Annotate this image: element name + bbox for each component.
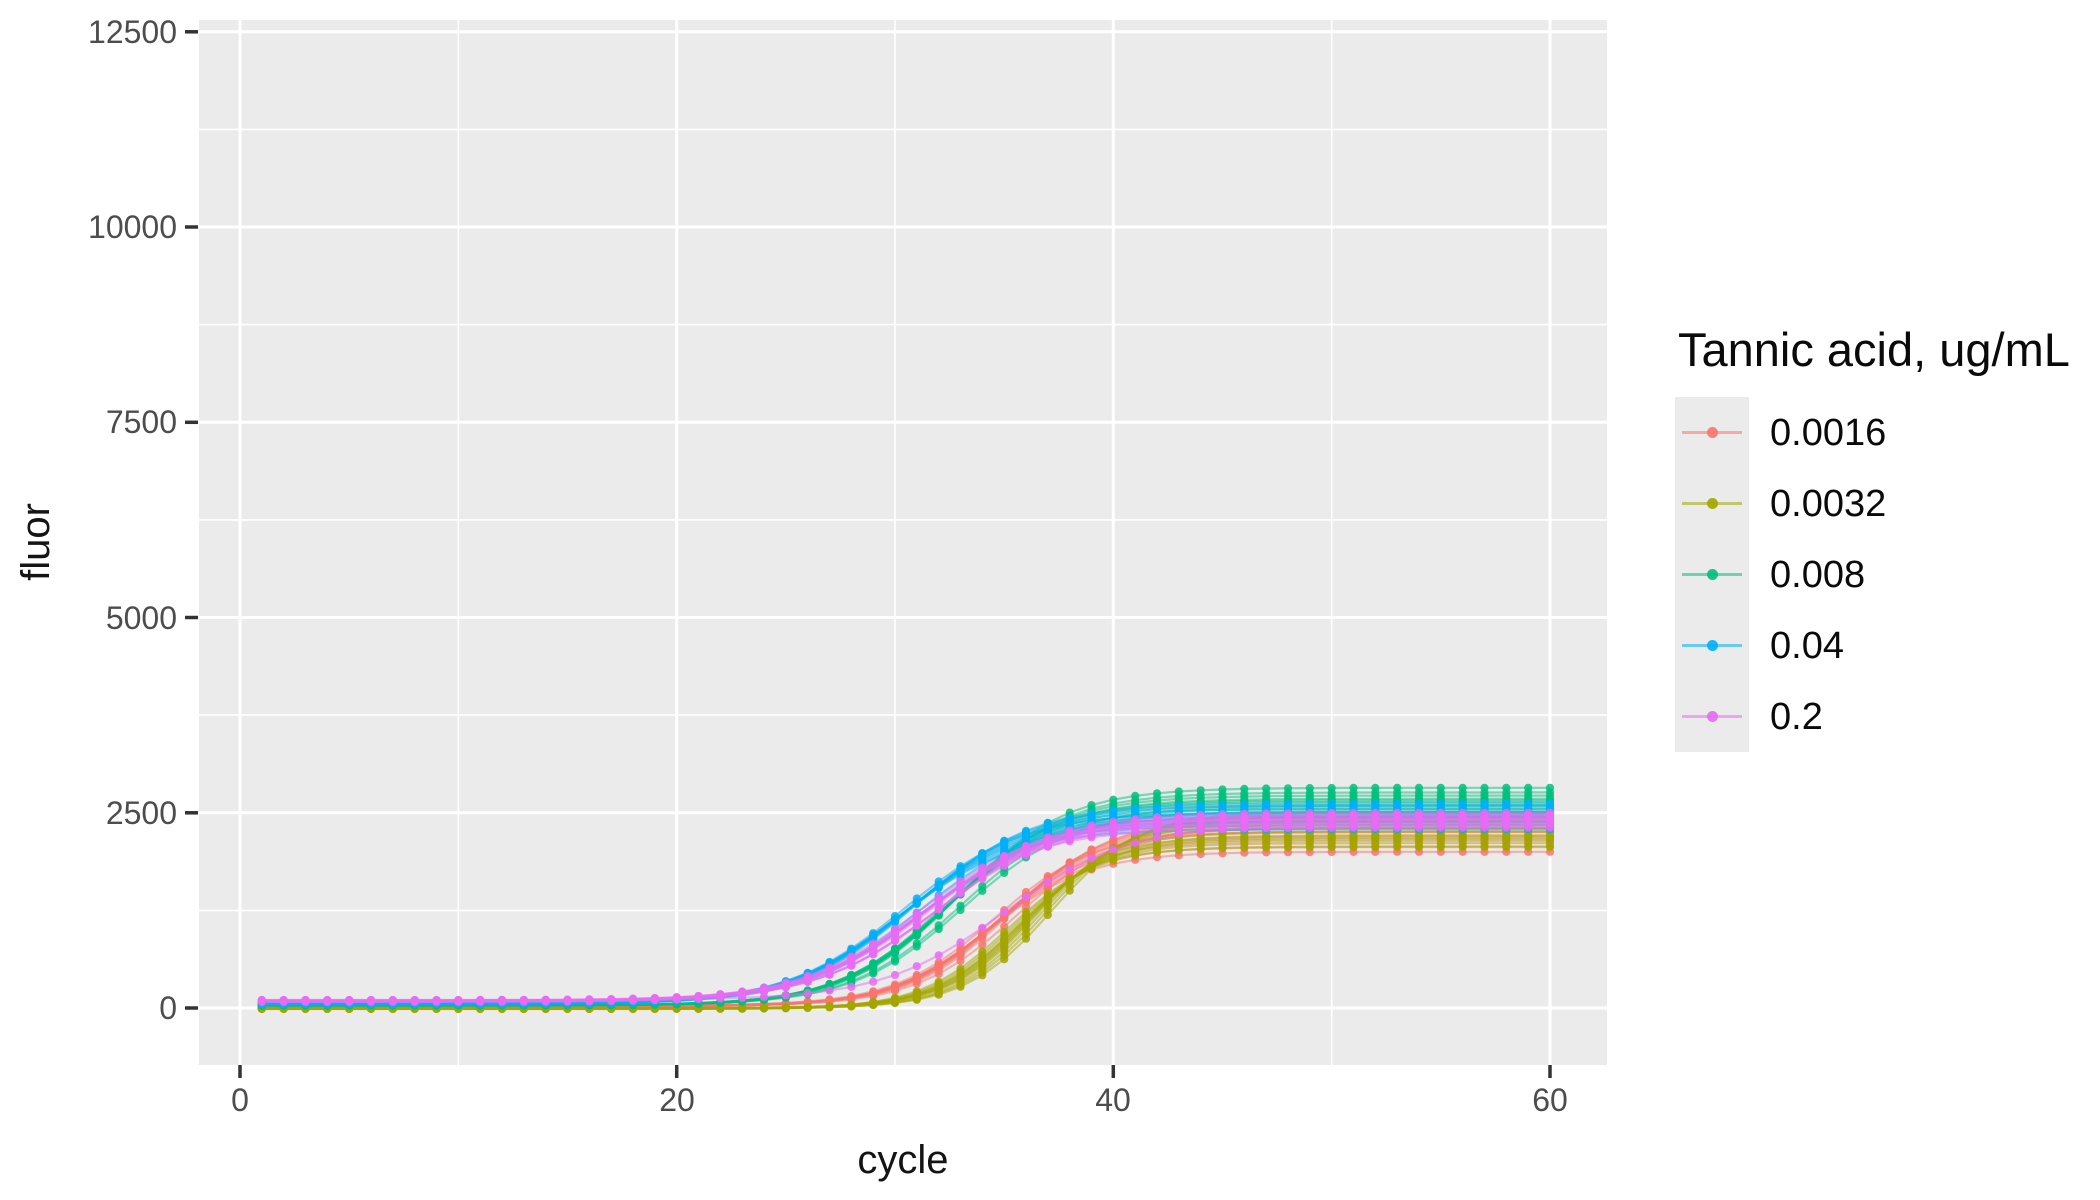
legend: 0.0016 0.0032 0.008 0.04 <box>1675 397 1886 752</box>
legend-key-point <box>1706 427 1718 438</box>
x-tick-label: 0 <box>231 1082 249 1118</box>
legend-title: Tannic acid, ug/mL <box>1678 323 2070 376</box>
gridlines-minor <box>199 20 1607 1065</box>
series-0.2 <box>257 808 1555 1007</box>
legend-key <box>1675 397 1749 468</box>
y-tick-label: 10000 <box>88 209 177 245</box>
legend-key <box>1675 610 1749 681</box>
x-tick-label: 20 <box>659 1082 695 1118</box>
legend-key <box>1675 468 1749 539</box>
y-tick-label: 7500 <box>105 404 177 440</box>
legend-key-point <box>1706 498 1718 509</box>
x-tick-label: 40 <box>1095 1082 1131 1118</box>
legend-key <box>1675 539 1749 610</box>
legend-label: 0.04 <box>1770 624 1844 667</box>
legend-key-point <box>1706 711 1718 722</box>
legend-label: 0.0032 <box>1770 482 1887 525</box>
legend-item: 0.2 <box>1675 681 1886 752</box>
y-axis-title: fluor <box>14 503 58 581</box>
legend-item: 0.0016 <box>1675 397 1886 468</box>
panel-background <box>199 20 1607 1065</box>
legend-label: 0.008 <box>1770 553 1866 596</box>
legend-label: 0.2 <box>1770 695 1823 738</box>
legend-key-point <box>1706 569 1718 580</box>
legend-item: 0.0032 <box>1675 468 1886 539</box>
legend-key <box>1675 681 1749 752</box>
x-tick-label: 60 <box>1532 1082 1568 1118</box>
y-tick-label: 0 <box>159 990 177 1026</box>
x-axis-title: cycle <box>857 1138 949 1182</box>
legend-item: 0.008 <box>1675 539 1886 610</box>
legend-item: 0.04 <box>1675 610 1886 681</box>
legend-key-point <box>1706 640 1718 651</box>
y-tick-label: 12500 <box>88 14 177 50</box>
y-tick-label: 5000 <box>105 600 177 636</box>
axis-ticks <box>185 30 1552 1078</box>
y-tick-label: 2500 <box>105 795 177 831</box>
legend-label: 0.0016 <box>1770 411 1887 454</box>
